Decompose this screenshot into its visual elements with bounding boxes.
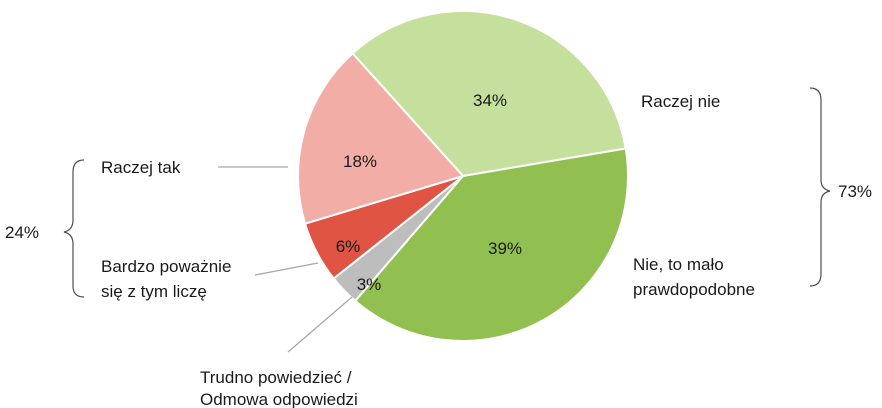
slice-label-raczej-tak: 18% [343,152,377,171]
slice-label-bardzo: 6% [336,237,361,256]
group-label-left: 24% [5,223,39,242]
slice-label-raczej-nie: 34% [473,91,507,110]
leader-line-trudno [287,296,353,353]
left-brace [63,159,85,298]
slice-raczej-tak [297,51,465,225]
slice-raczej-nie [351,10,627,178]
right-brace [809,87,831,287]
category-label-raczej-tak: Raczej tak [101,158,181,177]
slice-label-trudno: 3% [357,275,382,294]
slice-label-nie-malo: 39% [488,239,522,258]
leader-line-bardzo [254,262,319,276]
category-label-nie-malo-1: Nie, to mało [633,255,724,274]
group-label-right: 73% [838,182,872,201]
slice-nie-malo [353,147,629,342]
category-label-trudno-2: Odmowa odpowiedzi [200,390,358,408]
category-label-bardzo-1: Bardzo poważnie [101,257,231,276]
category-label-nie-malo-2: prawdopodobne [633,280,755,299]
category-label-trudno-1: Trudno powiedzieć / [200,368,352,387]
category-label-bardzo-2: się z tym liczę [101,282,207,301]
category-label-raczej-nie: Raczej nie [641,92,720,111]
